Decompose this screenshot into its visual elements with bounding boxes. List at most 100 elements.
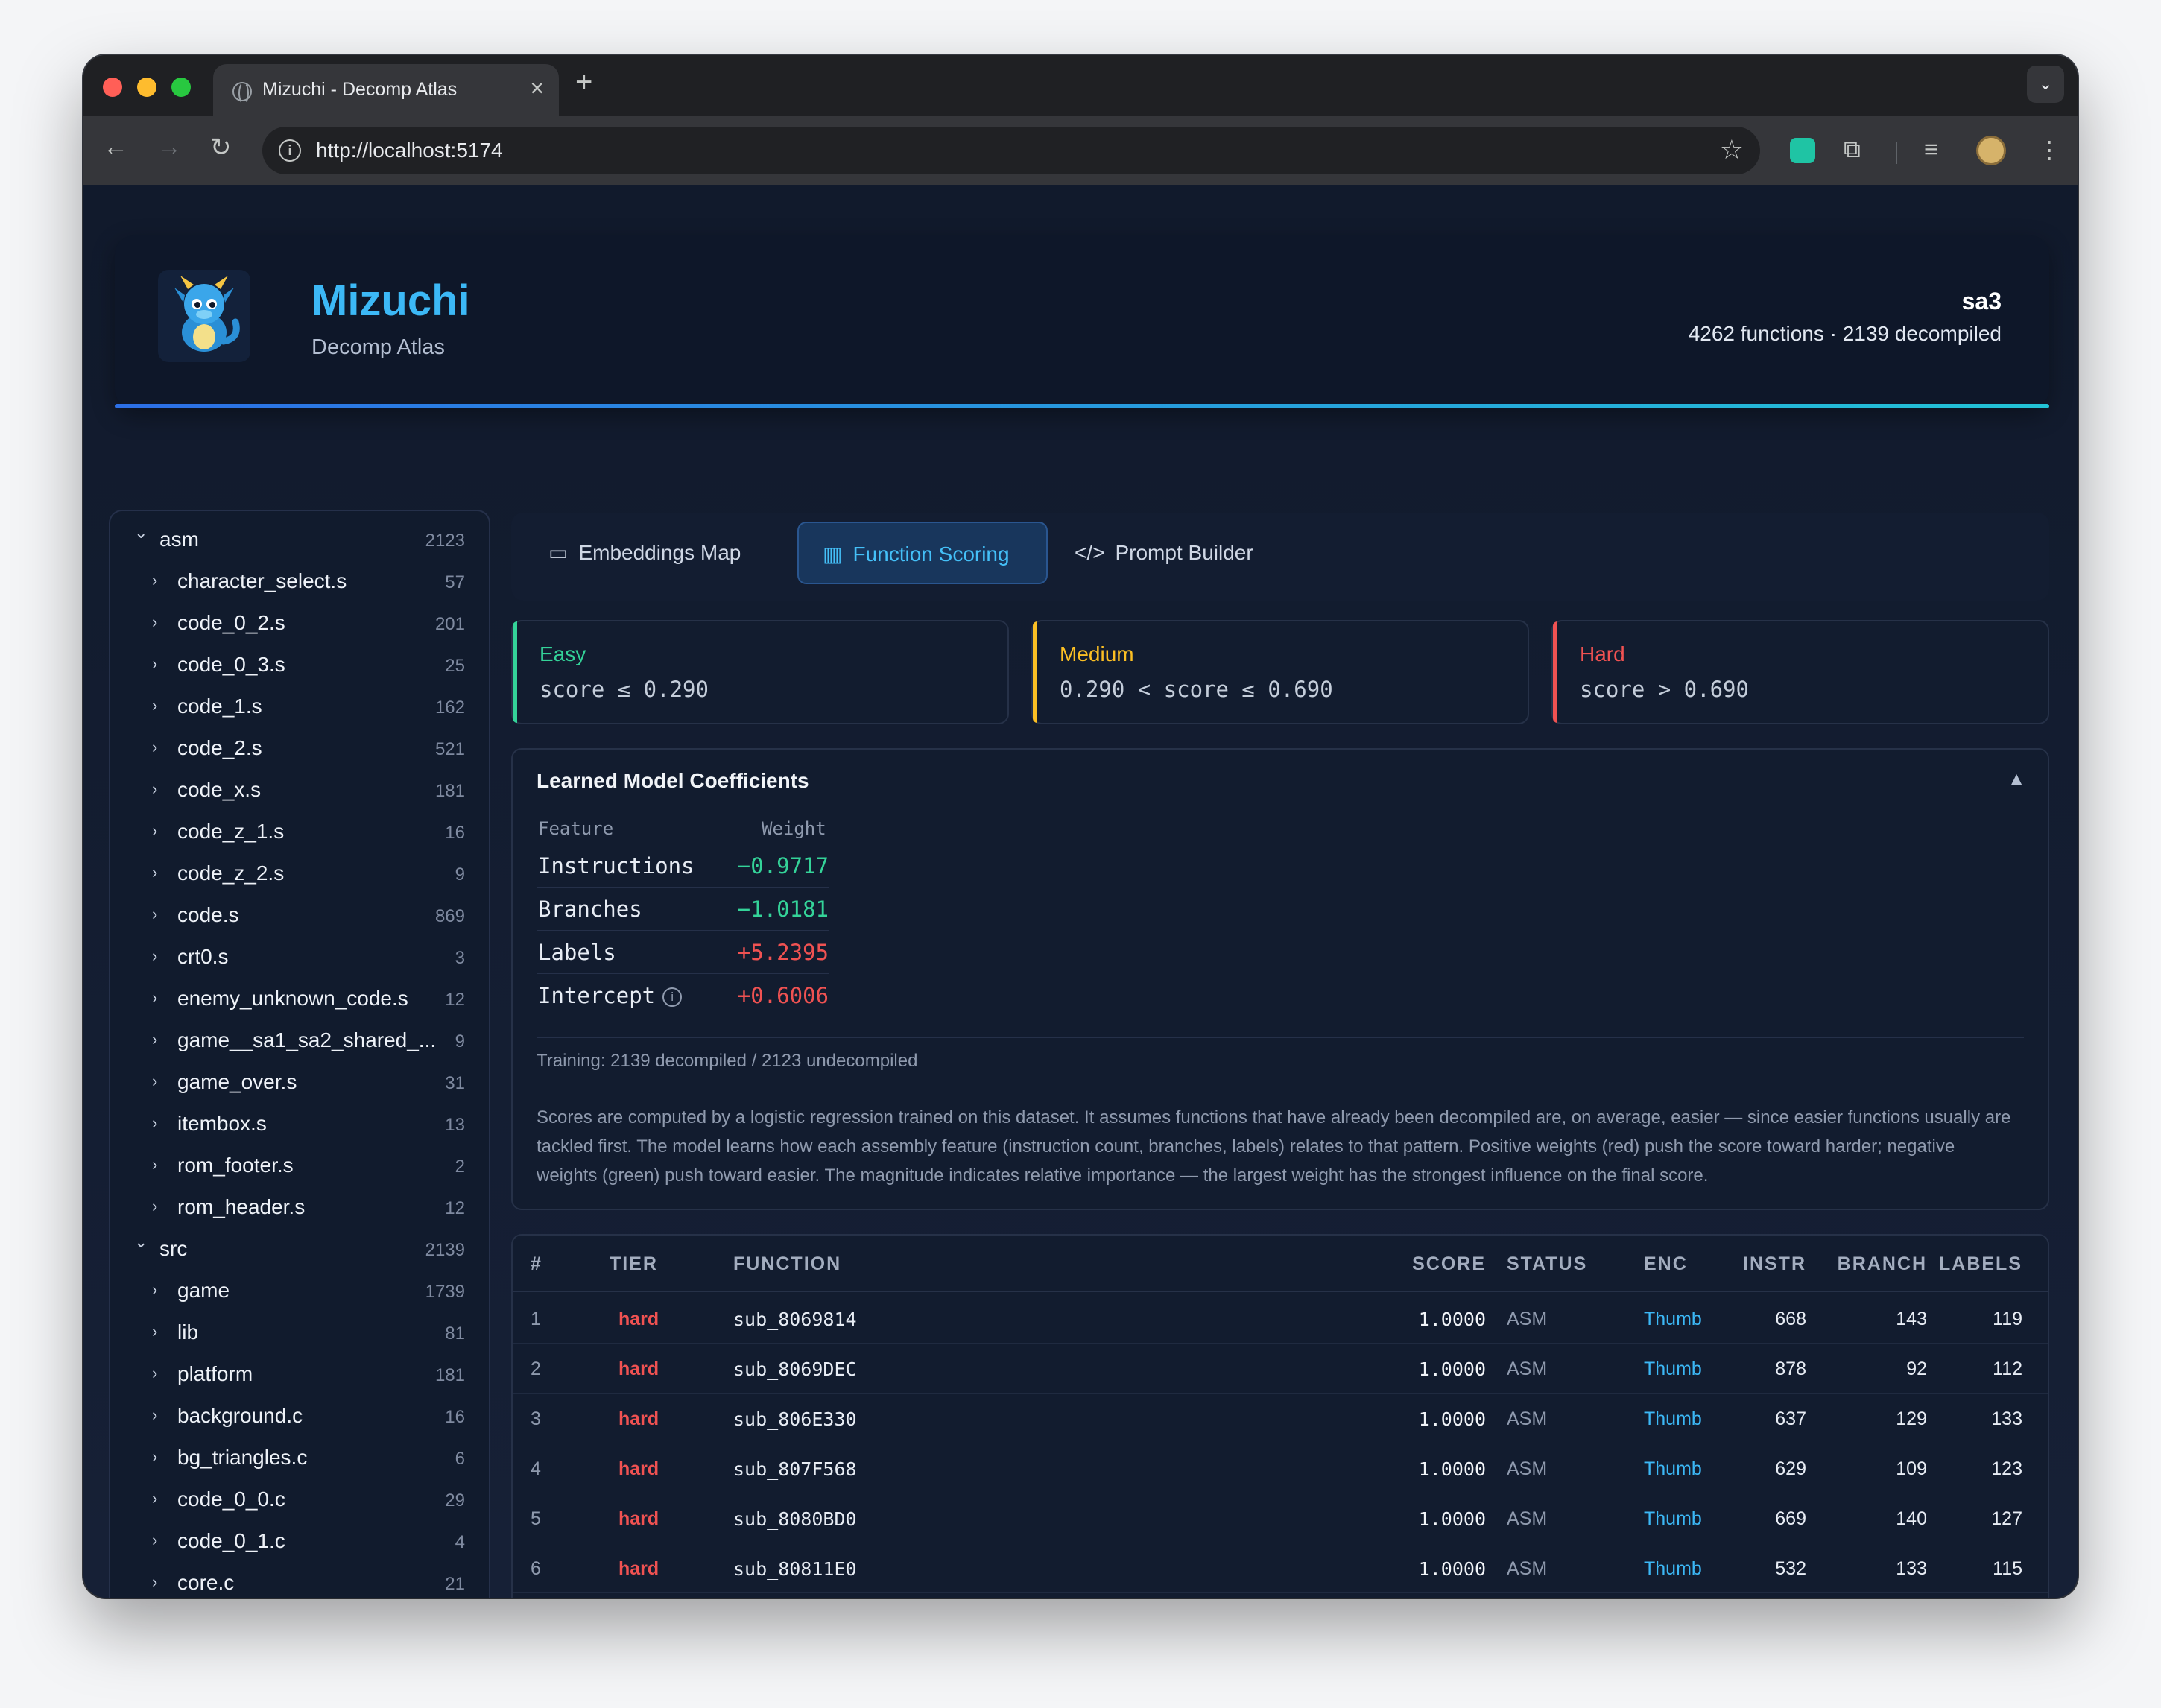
tree-item[interactable]: ⌄ asm 2123 [110, 520, 489, 562]
chevron-right-icon[interactable]: › [152, 946, 158, 965]
tab-embeddings-map[interactable]: ▭ Embeddings Map [534, 522, 779, 584]
tree-item[interactable]: › lib 81 [110, 1313, 489, 1355]
chevron-right-icon[interactable]: › [152, 1197, 158, 1215]
chevron-right-icon[interactable]: › [152, 1322, 158, 1341]
tree-item[interactable]: › code_0_3.s 25 [110, 645, 489, 687]
chevron-right-icon[interactable]: › [152, 571, 158, 589]
tree-item[interactable]: › code_z_1.s 16 [110, 812, 489, 854]
tree-item[interactable]: › game 1739 [110, 1271, 489, 1313]
dragon-logo-icon [158, 270, 250, 362]
column-header-score[interactable]: SCORE [1412, 1253, 1486, 1274]
info-icon[interactable]: i [662, 987, 683, 1007]
browser-tab[interactable]: Mizuchi - Decomp Atlas × [213, 64, 559, 116]
table-row[interactable]: 2 hard sub_8069DEC 1.0000 ASM Thumb 878 92 112 [513, 1344, 2048, 1394]
tree-item[interactable]: › game_over.s 31 [110, 1063, 489, 1104]
column-header-instr[interactable]: INSTR [1743, 1253, 1806, 1274]
table-row[interactable]: 6 hard sub_80811E0 1.0000 ASM Thumb 532 133 115 [513, 1543, 2048, 1593]
tab-prompt-builder[interactable]: </> Prompt Builder [1066, 522, 1297, 584]
chevron-right-icon[interactable]: › [152, 821, 158, 840]
chevron-right-icon[interactable]: › [152, 1572, 158, 1591]
table-row[interactable]: 7hardsub_8082E2C1.0000ASMThumb145296123 [513, 1593, 2048, 1598]
column-header-function[interactable]: FUNCTION [733, 1253, 842, 1274]
zoom-window-button[interactable] [171, 78, 191, 97]
globe-icon [232, 82, 252, 104]
chevron-right-icon[interactable]: › [152, 1531, 158, 1549]
chevron-right-icon[interactable]: › [152, 1113, 158, 1132]
back-arrow-icon[interactable]: ← [103, 133, 128, 161]
column-header-branch[interactable]: BRANCH [1837, 1253, 1927, 1274]
app-title: Mizuchi [311, 276, 470, 325]
tree-item[interactable]: › code_0_2.s 201 [110, 604, 489, 645]
tree-item[interactable]: › code_0_0.c 29 [110, 1480, 489, 1522]
chevron-right-icon[interactable]: › [152, 1364, 158, 1382]
chevron-right-icon[interactable]: › [152, 1072, 158, 1090]
bookmark-star-icon[interactable]: ☆ [1719, 134, 1744, 165]
chevron-right-icon[interactable]: › [152, 1030, 158, 1048]
chevron-down-icon[interactable]: ⌄ [134, 523, 148, 542]
column-header-labels[interactable]: LABELS [1939, 1253, 2022, 1274]
chevron-right-icon[interactable]: › [152, 905, 158, 923]
tree-item[interactable]: › platform 181 [110, 1355, 489, 1397]
tree-item[interactable]: › background.c 16 [110, 1397, 489, 1438]
table-row[interactable]: 5 hard sub_8080BD0 1.0000 ASM Thumb 669 140 127 [513, 1493, 2048, 1543]
tree-item-count: 181 [434, 1365, 465, 1385]
tree-item[interactable]: › code_z_2.s 9 [110, 854, 489, 896]
tree-item[interactable]: › core.c 21 [110, 1563, 489, 1598]
tree-item[interactable]: › character_select.s 57 [110, 562, 489, 604]
tree-item[interactable]: › rom_footer.s 2 [110, 1146, 489, 1188]
feature-name-wrap: Intercept i [538, 983, 683, 1008]
address-bar[interactable]: i http://localhost:5174 ☆ [262, 127, 1760, 174]
site-info-icon[interactable]: i [279, 139, 301, 162]
chevron-right-icon[interactable]: › [152, 863, 158, 882]
tier-label: Hard [1580, 642, 1625, 665]
forward-arrow-icon[interactable]: → [156, 133, 182, 161]
tree-item[interactable]: › code_2.s 521 [110, 729, 489, 771]
chevron-right-icon[interactable]: › [152, 1447, 158, 1466]
tree-item[interactable]: › code.s 869 [110, 896, 489, 937]
tab-search-button[interactable]: ⌄ [2027, 66, 2064, 103]
tree-item[interactable]: › bg_triangles.c 6 [110, 1438, 489, 1480]
chevron-right-icon[interactable]: › [152, 738, 158, 756]
chevron-right-icon[interactable]: › [152, 1405, 158, 1424]
chevron-right-icon[interactable]: › [152, 1280, 158, 1299]
column-header-status[interactable]: STATUS [1507, 1253, 1588, 1274]
column-header-rownum[interactable]: # [531, 1253, 542, 1274]
collapse-caret-icon[interactable]: ▲ [2007, 769, 2025, 789]
chevron-right-icon[interactable]: › [152, 1155, 158, 1174]
tree-item[interactable]: ⌄ src 2139 [110, 1230, 489, 1271]
tree-item[interactable]: › code_1.s 162 [110, 687, 489, 729]
url-text[interactable]: http://localhost:5174 [316, 139, 503, 162]
media-controls-icon[interactable]: ≡ [1924, 136, 1938, 162]
close-window-button[interactable] [103, 78, 122, 97]
tree-item[interactable]: › code_x.s 181 [110, 771, 489, 812]
chevron-right-icon[interactable]: › [152, 988, 158, 1007]
column-header-tier[interactable]: TIER [610, 1253, 658, 1274]
coefficient-row: Instructions −0.9717 [537, 844, 829, 887]
new-tab-button[interactable]: + [575, 66, 593, 98]
reload-icon[interactable]: ↻ [210, 133, 232, 162]
table-row[interactable]: 3 hard sub_806E330 1.0000 ASM Thumb 637 129 133 [513, 1394, 2048, 1443]
browser-menu-icon[interactable]: ⋮ [2037, 136, 2061, 163]
table-row[interactable]: 4 hard sub_807F568 1.0000 ASM Thumb 629 109 123 [513, 1443, 2048, 1493]
tab-function-scoring[interactable]: ▥ Function Scoring [797, 522, 1048, 584]
profile-avatar[interactable] [1976, 136, 2006, 165]
tree-item[interactable]: › rom_header.s 12 [110, 1188, 489, 1230]
chevron-right-icon[interactable]: › [152, 613, 158, 631]
extension-icon[interactable] [1790, 138, 1815, 163]
cell-function: sub_80811E0 [733, 1558, 857, 1580]
close-tab-icon[interactable]: × [530, 75, 544, 101]
chevron-down-icon[interactable]: ⌄ [134, 1233, 148, 1251]
table-row[interactable]: 1 hard sub_8069814 1.0000 ASM Thumb 668 143 119 [513, 1294, 2048, 1344]
minimize-window-button[interactable] [137, 78, 156, 97]
tree-item[interactable]: › enemy_unknown_code.s 12 [110, 979, 489, 1021]
chevron-right-icon[interactable]: › [152, 1489, 158, 1508]
chevron-right-icon[interactable]: › [152, 779, 158, 798]
tree-item[interactable]: › crt0.s 3 [110, 937, 489, 979]
chevron-right-icon[interactable]: › [152, 654, 158, 673]
tree-item[interactable]: › game__sa1_sa2_shared_... 9 [110, 1021, 489, 1063]
column-header-enc[interactable]: ENC [1644, 1253, 1688, 1274]
tree-item[interactable]: › code_0_1.c 4 [110, 1522, 489, 1563]
extensions-puzzle-icon[interactable]: ⧉ [1844, 136, 1861, 162]
chevron-right-icon[interactable]: › [152, 696, 158, 715]
tree-item[interactable]: › itembox.s 13 [110, 1104, 489, 1146]
